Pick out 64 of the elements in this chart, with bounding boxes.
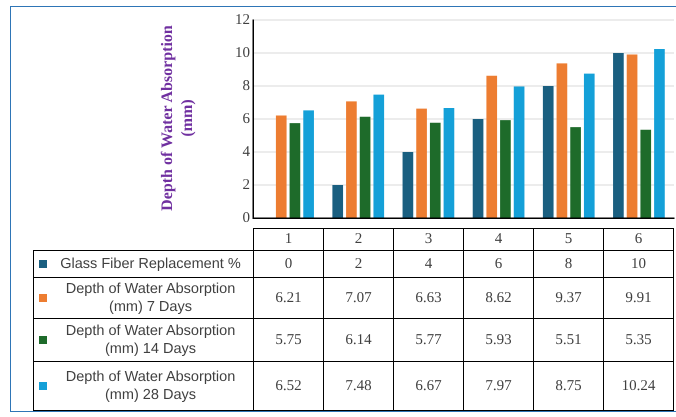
bar [556,63,568,218]
bar [486,76,498,218]
bar [373,94,384,218]
x-tick-label: 2 [324,228,394,250]
legend-label: Depth of Water Absorption (mm) 14 Days [66,323,236,357]
bar [584,74,595,218]
y-axis-title: Depth of Water Absorption (mm) [158,24,197,213]
data-label: 6.14 [324,318,394,362]
bar [402,152,414,218]
bar [290,123,300,218]
bar [430,122,441,218]
bar [654,49,665,218]
bar [332,185,344,218]
data-label: 7.97 [464,362,534,410]
data-label: 6.52 [254,362,324,410]
bar [514,86,524,218]
bar [613,53,624,218]
bar [570,127,581,218]
data-label: 5.35 [604,318,674,362]
bar [640,130,652,218]
y-tick-label: 2 [242,176,250,193]
data-label: 5.77 [394,318,464,362]
data-label: 7.48 [324,362,394,410]
y-tick-label: 6 [242,110,250,127]
y-tick-label: 4 [242,144,250,160]
x-tick-label: 3 [394,228,464,250]
data-label: 6 [464,250,534,278]
bar [500,120,511,218]
y-tick-label: 0 [242,210,250,226]
bar [303,110,314,218]
legend-label: Depth of Water Absorption (mm) 28 Days [66,369,236,403]
data-label: 9.37 [534,278,604,318]
data-label: 10 [604,250,674,278]
bar [472,119,484,218]
x-tick-label: 1 [254,228,324,250]
bar [444,108,454,218]
data-label: 8.62 [464,278,534,318]
y-tick-label: 8 [242,78,250,94]
data-label: 8.75 [534,362,604,410]
bar [360,116,370,218]
data-label: 8 [534,250,604,278]
bar [542,86,554,218]
bar [416,108,427,218]
data-label: 5.51 [534,318,604,362]
legend-label: Depth of Water Absorption (mm) 7 Days [66,281,236,315]
bar [346,101,357,218]
data-label: 7.07 [324,278,394,318]
y-tick-label: 10 [235,44,250,61]
legend-label: Glass Fiber Replacement % [60,256,241,272]
data-label: 10.24 [604,362,674,410]
data-label: 4 [394,250,464,278]
data-label: 6.63 [394,278,464,318]
data-label: 6.67 [394,362,464,410]
x-tick-label: 4 [464,228,534,250]
bar [626,54,638,218]
data-label: 2 [324,250,394,278]
data-label: 5.75 [254,318,324,362]
data-label: 5.93 [464,318,534,362]
data-label: 9.91 [604,278,674,318]
x-tick-label: 6 [604,228,674,250]
x-tick-label: 5 [534,228,604,250]
bar [276,116,287,218]
data-label: 6.21 [254,278,324,318]
y-tick-label: 12 [235,12,250,28]
